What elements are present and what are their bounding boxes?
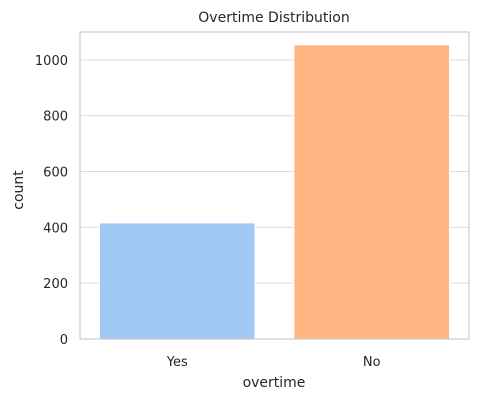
bars	[98, 44, 451, 340]
x-axis-label: overtime	[243, 375, 306, 391]
chart-title: Overtime Distribution	[198, 10, 349, 26]
y-tick-labels: 0 200 400 600 800 1000	[35, 54, 68, 348]
x-tick-labels: Yes No	[166, 355, 381, 370]
y-tick-label: 600	[43, 166, 68, 181]
y-tick-label: 800	[43, 110, 68, 125]
bar-yes	[98, 222, 256, 340]
y-axis-label: count	[11, 170, 27, 210]
y-tick-label: 200	[43, 277, 68, 292]
x-tick-label-yes: Yes	[166, 355, 188, 370]
x-tick-label-no: No	[363, 355, 381, 370]
y-tick-label: 400	[43, 221, 68, 236]
y-tick-label: 0	[60, 333, 68, 348]
bar-no	[293, 44, 451, 340]
plot-frame	[79, 31, 470, 340]
y-tick-label: 1000	[35, 54, 68, 69]
